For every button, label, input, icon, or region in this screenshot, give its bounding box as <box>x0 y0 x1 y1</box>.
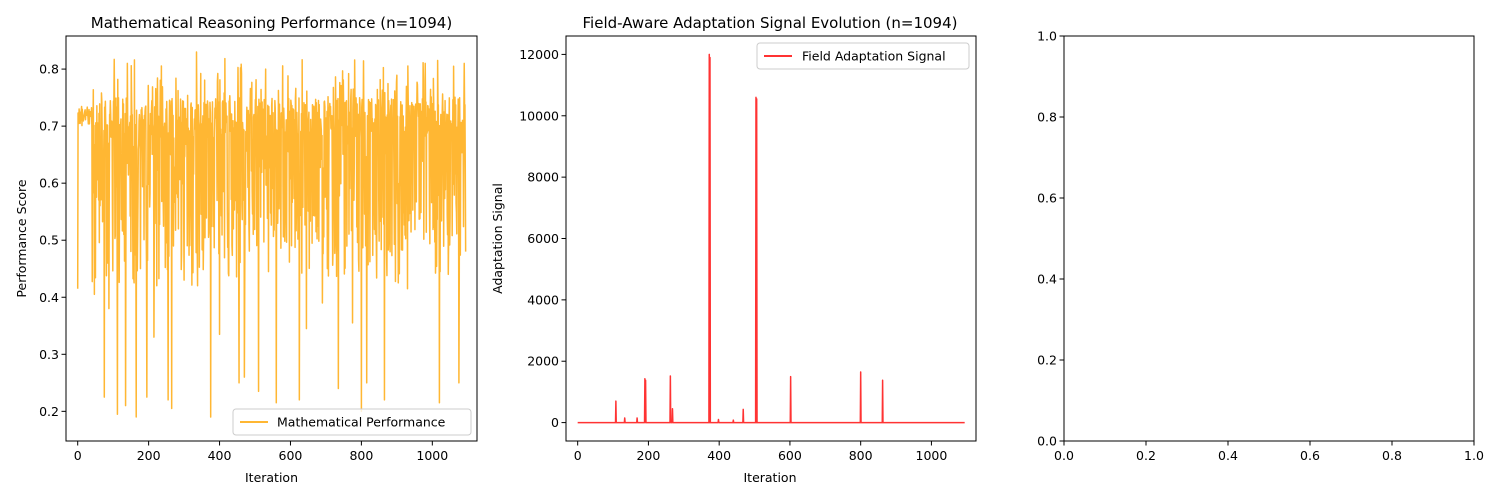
y-tick-label: 0.8 <box>39 62 59 77</box>
x-tick-label: 800 <box>849 448 873 463</box>
x-tick-label: 600 <box>778 448 802 463</box>
legend-box <box>756 42 970 70</box>
plot-area <box>577 53 966 424</box>
x-tick-label: 0.0 <box>1054 448 1074 463</box>
y-tick-label: 0.2 <box>39 404 59 419</box>
x-tick-label: 800 <box>349 448 373 463</box>
axes-frame <box>65 35 478 442</box>
plot-area <box>76 51 467 418</box>
y-tick-label: 1.0 <box>1037 29 1057 44</box>
y-tick-label: 0.4 <box>1037 272 1057 287</box>
y-tick-label: 0.4 <box>39 290 59 305</box>
legend: Mathematical Performance <box>232 408 472 436</box>
x-tick-label: 1000 <box>416 448 448 463</box>
axis-ticks: 0.0 0.2 0.4 0.6 0.8 1.0 0.0 0.2 0.4 0.6 0.8 1.0 <box>1037 29 1484 464</box>
y-tick-label: 8000 <box>527 170 559 185</box>
y-tick-label: 0.7 <box>39 119 59 134</box>
x-tick-label: 0.6 <box>1300 448 1320 463</box>
adaptation-signal-panel: Field-Aware Adaptation Signal Evolution … <box>490 14 977 485</box>
x-tick-label: 0.4 <box>1218 448 1238 463</box>
y-tick-label: 0.2 <box>1037 353 1057 368</box>
axis-ticks: 0 200 400 600 800 100002000400060008000100001… <box>519 47 947 463</box>
x-axis-label: Iteration <box>245 470 298 485</box>
y-axis-label: Performance Score <box>14 179 29 298</box>
axes-frame <box>1063 35 1475 442</box>
y-tick-label: 0.0 <box>1037 434 1057 449</box>
y-tick-label: 10000 <box>519 108 559 123</box>
y-tick-label: 4000 <box>527 292 559 307</box>
y-tick-label: 12000 <box>519 47 559 62</box>
y-tick-label: 0.6 <box>39 176 59 191</box>
x-tick-label: 1.0 <box>1464 448 1484 463</box>
panel-title: Mathematical Reasoning Performance (n=10… <box>91 14 452 32</box>
x-tick-label: 400 <box>707 448 731 463</box>
math-performance-panel: Mathematical Reasoning Performance (n=10… <box>14 14 478 485</box>
empty-axes-panel: 0.0 0.2 0.4 0.6 0.8 1.0 0.0 0.2 0.4 0.6 0.8 1.0 <box>1037 29 1484 464</box>
legend: Field Adaptation Signal <box>756 42 970 70</box>
x-tick-label: 400 <box>208 448 232 463</box>
series-line-mathematical-performance <box>76 51 467 418</box>
legend-box <box>232 408 472 436</box>
axes-frame <box>565 35 977 442</box>
y-tick-label: 0 <box>551 415 559 430</box>
x-tick-label: 1000 <box>916 448 948 463</box>
y-axis-label: Adaptation Signal <box>490 183 505 294</box>
x-tick-label: 0 <box>574 448 582 463</box>
y-tick-label: 0.8 <box>1037 110 1057 125</box>
y-tick-label: 0.5 <box>39 233 59 248</box>
axis-ticks: 0 200 400 600 800 1000 0.2 0.3 0.4 0.5 0.6 0.7 0.8 <box>39 62 448 463</box>
x-tick-label: 200 <box>137 448 161 463</box>
x-tick-label: 200 <box>636 448 660 463</box>
x-tick-label: 0.8 <box>1382 448 1402 463</box>
x-tick-label: 600 <box>279 448 303 463</box>
x-axis-label: Iteration <box>743 470 796 485</box>
y-tick-label: 0.3 <box>39 347 59 362</box>
x-tick-label: 0 <box>74 448 82 463</box>
y-tick-label: 2000 <box>527 354 559 369</box>
legend-entry: Mathematical Performance <box>277 415 446 430</box>
panel-title: Field-Aware Adaptation Signal Evolution … <box>583 14 958 32</box>
y-tick-label: 0.6 <box>1037 191 1057 206</box>
legend-entry: Field Adaptation Signal <box>802 49 946 64</box>
x-tick-label: 0.2 <box>1136 448 1156 463</box>
series-line-field-adaptation-signal <box>577 53 966 424</box>
y-tick-label: 6000 <box>527 231 559 246</box>
